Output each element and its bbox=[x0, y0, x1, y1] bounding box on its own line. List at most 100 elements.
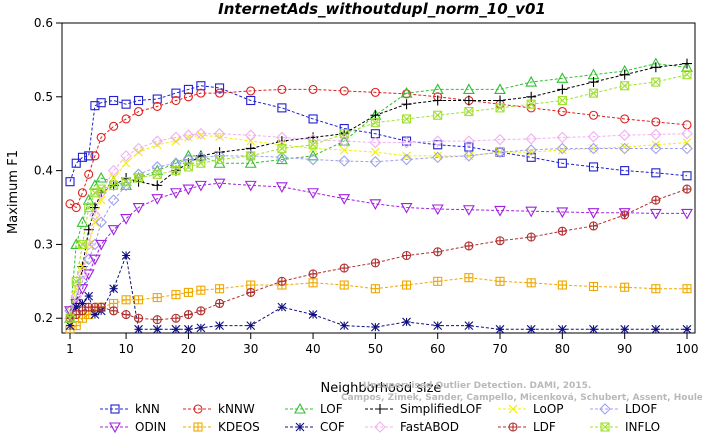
data-point-knnw-3 bbox=[84, 169, 94, 179]
data-point-kdeos-7 bbox=[122, 295, 131, 304]
data-point-inflo-17 bbox=[339, 129, 349, 139]
legend-item-knnw: kNNW bbox=[183, 402, 255, 416]
data-point-knn-23 bbox=[526, 152, 536, 162]
data-point-inflo-6 bbox=[109, 180, 119, 190]
data-point-kdeos-11 bbox=[184, 288, 193, 297]
data-point-kdeos-8 bbox=[134, 295, 143, 304]
x-tick-label-40: 40 bbox=[305, 342, 320, 356]
data-point-knnw-12 bbox=[196, 88, 206, 98]
data-point-loop-17 bbox=[339, 145, 349, 155]
data-point-knn-25 bbox=[588, 162, 599, 172]
data-point-fastabod-2 bbox=[76, 268, 89, 280]
data-point-simplifiedlof-9 bbox=[152, 180, 163, 191]
data-point-ldf-17 bbox=[340, 264, 349, 273]
data-point-knnw-10 bbox=[171, 95, 181, 106]
data-point-knnw-8 bbox=[134, 107, 144, 117]
y-tick-label-0.4: 0.4 bbox=[34, 164, 53, 178]
data-point-cof-2 bbox=[78, 299, 87, 308]
x-tick-label-1: 1 bbox=[66, 342, 74, 356]
data-point-knnw-13 bbox=[215, 88, 225, 98]
x-tick-label-100: 100 bbox=[676, 342, 699, 356]
data-point-kdeos-16 bbox=[309, 278, 318, 287]
data-point-odin-22 bbox=[494, 205, 506, 217]
data-point-inflo-19 bbox=[401, 114, 412, 124]
chart-title: InternetAds_withoutdupl_norm_10_v01 bbox=[218, 0, 546, 18]
data-point-cof-14 bbox=[246, 321, 256, 331]
data-point-simplifiedlof-4 bbox=[89, 202, 100, 213]
data-point-knnw-25 bbox=[588, 110, 599, 120]
data-point-kdeos-19 bbox=[402, 281, 411, 290]
data-point-knnw-9 bbox=[152, 101, 162, 111]
y-tick-label-0.5: 0.5 bbox=[34, 90, 53, 104]
legend-marker-cof bbox=[295, 422, 305, 432]
data-point-kdeos-22 bbox=[496, 277, 505, 286]
data-point-fastabod-11 bbox=[182, 129, 195, 141]
data-point-inflo-5 bbox=[96, 184, 106, 194]
data-point-knnw-26 bbox=[620, 114, 630, 124]
data-point-inflo-11 bbox=[183, 162, 193, 172]
data-point-ldof-19 bbox=[400, 153, 413, 166]
data-point-lof-23 bbox=[525, 75, 538, 87]
data-point-lof-17 bbox=[338, 134, 351, 146]
data-point-ldof-26 bbox=[618, 142, 631, 155]
data-point-inflo-8 bbox=[134, 173, 144, 183]
legend-label-fastabod: FastABOD bbox=[400, 420, 459, 434]
data-point-loop-12 bbox=[196, 130, 206, 140]
data-point-knn-0 bbox=[65, 177, 75, 187]
series-line-simplifiedlof bbox=[69, 63, 688, 319]
data-point-kdeos-14 bbox=[246, 281, 255, 290]
data-point-odin-19 bbox=[400, 202, 413, 214]
series-ldf bbox=[65, 184, 692, 325]
data-point-odin-20 bbox=[431, 204, 444, 216]
data-point-ldf-14 bbox=[246, 288, 255, 297]
data-point-odin-13 bbox=[213, 178, 226, 190]
data-point-loop-20 bbox=[433, 151, 443, 161]
data-point-cof-11 bbox=[184, 324, 193, 334]
data-point-ldf-10 bbox=[171, 314, 180, 323]
legend-marker-fastabod bbox=[374, 421, 386, 433]
data-point-simplifiedlof-24 bbox=[557, 84, 568, 95]
data-point-kdeos-28 bbox=[683, 284, 691, 293]
data-point-loop-19 bbox=[402, 151, 411, 161]
data-point-knn-9 bbox=[152, 94, 162, 104]
series-line-knnw bbox=[69, 88, 688, 209]
data-point-fastabod-28 bbox=[681, 127, 693, 140]
data-point-knnw-11 bbox=[183, 92, 193, 102]
legend-item-inflo: INFLO bbox=[590, 420, 660, 434]
data-point-fastabod-7 bbox=[120, 150, 132, 162]
data-point-cof-8 bbox=[134, 324, 143, 334]
data-point-inflo-0 bbox=[65, 313, 75, 323]
data-point-cof-16 bbox=[308, 310, 318, 319]
data-point-knn-6 bbox=[109, 95, 119, 106]
data-point-ldof-11 bbox=[182, 153, 195, 166]
data-point-odin-9 bbox=[151, 194, 164, 205]
data-point-kdeos-12 bbox=[196, 286, 205, 295]
data-point-kdeos-6 bbox=[109, 299, 118, 308]
data-point-cof-21 bbox=[464, 321, 474, 331]
data-point-ldf-7 bbox=[122, 310, 131, 319]
data-point-inflo-18 bbox=[370, 118, 380, 128]
data-point-fastabod-26 bbox=[618, 129, 631, 141]
data-point-fastabod-13 bbox=[213, 127, 226, 140]
legend-label-lof: LOF bbox=[320, 402, 343, 416]
data-point-simplifiedlof-26 bbox=[619, 69, 630, 80]
data-point-ldof-27 bbox=[650, 142, 662, 155]
data-point-ldf-15 bbox=[277, 277, 286, 286]
data-point-knn-24 bbox=[557, 158, 567, 168]
data-point-inflo-23 bbox=[526, 99, 536, 109]
data-point-ldf-28 bbox=[683, 185, 691, 194]
legend-label-inflo: INFLO bbox=[625, 420, 660, 434]
plot-frame bbox=[61, 22, 696, 334]
data-point-kdeos-24 bbox=[558, 281, 567, 290]
data-point-inflo-7 bbox=[121, 177, 131, 187]
legend-marker-ldf bbox=[509, 423, 517, 431]
data-point-loop-2 bbox=[78, 262, 87, 271]
data-point-inflo-3 bbox=[84, 203, 94, 212]
data-point-loop-4 bbox=[90, 217, 100, 227]
legend-marker-simplifiedlof bbox=[375, 404, 385, 414]
x-tick-label-10: 10 bbox=[118, 342, 133, 356]
axes-layer: 1 10 20 30 40 50 60 70 80 90 100 0.2 0.3 0.4 0.5 0.6 bbox=[34, 16, 699, 356]
data-point-cof-26 bbox=[620, 324, 630, 334]
data-point-loop-24 bbox=[557, 145, 567, 155]
data-point-inflo-12 bbox=[196, 158, 206, 168]
